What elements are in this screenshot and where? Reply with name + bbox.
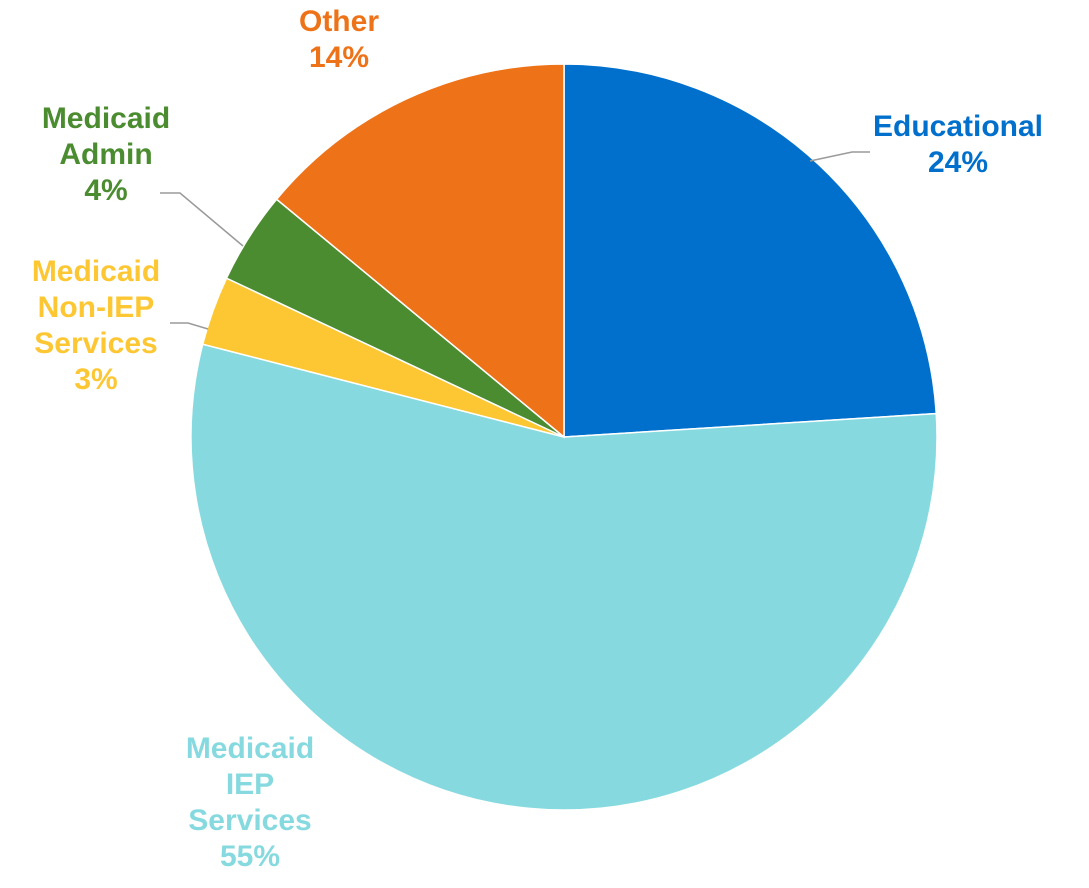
slice-label-other: Other 14% (299, 5, 379, 74)
leader-line-medicaid-non-iep-services (170, 322, 209, 330)
slice-label-line: Non-IEP (38, 291, 155, 324)
pie-slices (190, 63, 938, 811)
slice-percent: 55% (220, 840, 280, 873)
slice-label-medicaid-iep-services: Medicaid IEP Services 55% (186, 732, 314, 873)
pie-slice-educational (563, 63, 938, 438)
pie-slice-medicaid-iep-services (190, 343, 938, 811)
slice-label-line: Medicaid (32, 255, 160, 288)
leader-line-educational (809, 151, 870, 162)
slice-labels: Educational 24%Medicaid IEP Services 55%Medi… (32, 5, 1043, 873)
slice-label-line: Medicaid (186, 732, 314, 765)
slice-label-line: Services (188, 804, 311, 837)
slice-percent: 24% (928, 146, 988, 179)
leader-lines (160, 151, 870, 330)
slice-label-line: Admin (59, 138, 152, 171)
slice-label-line: Medicaid (42, 102, 170, 135)
slice-label-medicaid-non-iep-services: Medicaid Non-IEP Services 3% (32, 255, 160, 396)
slice-percent: 4% (84, 174, 127, 207)
pie-slice-other (275, 63, 565, 439)
slice-label-line: Services (34, 327, 157, 360)
slice-label-line: Other (299, 5, 379, 38)
slice-label-educational: Educational 24% (873, 110, 1043, 179)
slice-label-line: IEP (226, 768, 274, 801)
slice-label-line: Educational (873, 110, 1043, 143)
slice-percent: 14% (309, 41, 369, 74)
leader-line-medicaid-admin (160, 192, 244, 247)
slice-label-medicaid-admin: Medicaid Admin 4% (42, 102, 170, 207)
slice-percent: 3% (74, 363, 117, 396)
